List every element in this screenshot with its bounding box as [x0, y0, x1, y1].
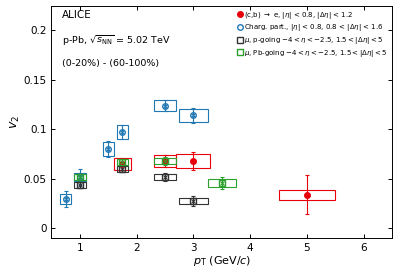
- Text: p-Pb, $\sqrt{s_{\rm NN}}$ = 5.02 TeV: p-Pb, $\sqrt{s_{\rm NN}}$ = 5.02 TeV: [62, 34, 171, 48]
- Y-axis label: $v_{2}$: $v_{2}$: [9, 115, 22, 129]
- Text: ALICE: ALICE: [62, 10, 91, 20]
- Bar: [154, 100, 176, 111]
- Bar: [154, 158, 176, 164]
- Bar: [74, 173, 86, 181]
- Bar: [74, 174, 86, 180]
- Bar: [176, 154, 210, 168]
- Bar: [114, 158, 131, 170]
- Bar: [154, 155, 176, 167]
- Bar: [117, 166, 128, 172]
- Bar: [74, 182, 86, 188]
- Bar: [117, 125, 128, 139]
- Bar: [154, 174, 176, 180]
- Legend: (c,b) $\to$ e, $|\eta|$ < 0.8, $|\Delta\eta|$ < 1.2, Charg. part., $|\eta|$ < 0.: (c,b) $\to$ e, $|\eta|$ < 0.8, $|\Delta\…: [236, 9, 388, 60]
- Bar: [179, 198, 208, 204]
- Bar: [60, 194, 71, 204]
- X-axis label: $p_{\rm T}$ (GeV/$c$): $p_{\rm T}$ (GeV/$c$): [192, 255, 251, 268]
- Bar: [179, 109, 208, 122]
- Bar: [117, 159, 128, 165]
- Bar: [103, 142, 114, 156]
- Bar: [278, 190, 335, 200]
- Text: (0-20%) - (60-100%): (0-20%) - (60-100%): [62, 59, 159, 68]
- Bar: [208, 179, 236, 187]
